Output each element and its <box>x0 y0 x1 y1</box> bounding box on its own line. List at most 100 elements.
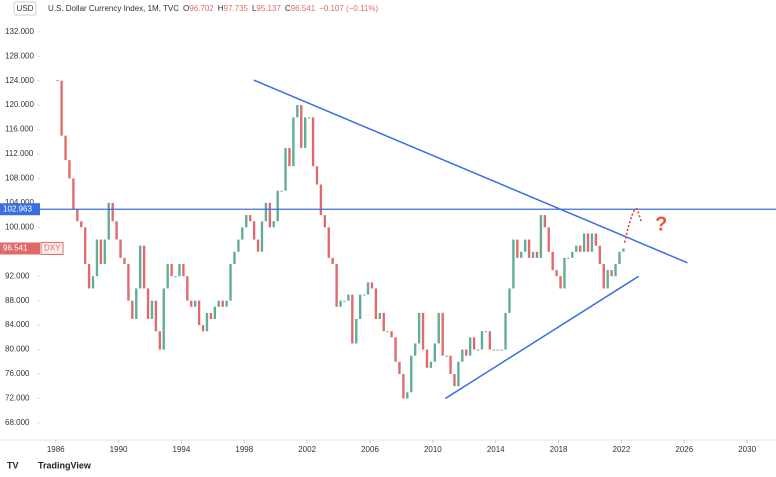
candle <box>135 288 138 319</box>
candle <box>221 300 224 307</box>
candle <box>170 264 173 277</box>
candle <box>60 80 63 136</box>
candle <box>347 294 350 301</box>
candle <box>465 349 468 356</box>
candle <box>476 349 480 351</box>
candle <box>598 245 601 264</box>
candle <box>539 215 543 258</box>
candle <box>500 349 503 351</box>
y-tick-label: 88.000 <box>5 296 30 305</box>
candle <box>398 361 401 374</box>
candle <box>488 331 491 350</box>
candle <box>178 264 181 277</box>
candle <box>237 239 240 252</box>
candle <box>508 288 511 313</box>
candle <box>586 233 590 252</box>
candle <box>366 282 370 295</box>
candle <box>606 270 609 289</box>
candle <box>406 392 409 399</box>
candle <box>131 300 134 319</box>
candle <box>594 233 598 246</box>
x-tick-label: 1986 <box>47 445 65 454</box>
y-tick-label: 84.000 <box>5 320 30 329</box>
candle <box>76 209 79 222</box>
candle <box>260 221 264 252</box>
candle <box>331 257 334 264</box>
header: U.S. Dollar Currency Index, 1M, TVC O96.7… <box>48 4 378 13</box>
candle <box>272 221 275 228</box>
candle <box>166 264 169 289</box>
candle <box>217 300 220 307</box>
x-tick-label: 2022 <box>613 445 631 454</box>
candle <box>362 294 366 296</box>
candle <box>64 135 67 161</box>
candle <box>280 190 283 192</box>
candle <box>276 190 279 222</box>
candle <box>315 166 319 185</box>
candle <box>575 245 578 252</box>
candle <box>174 276 177 278</box>
candle <box>531 251 535 258</box>
candle <box>123 257 126 264</box>
candle <box>445 355 448 357</box>
y-tick-label: 68.000 <box>5 418 30 427</box>
y-tick-label: 128.000 <box>5 51 34 60</box>
candle <box>421 312 425 350</box>
candle <box>205 312 209 332</box>
candle <box>351 294 354 344</box>
candle <box>386 331 389 333</box>
candle <box>304 117 307 148</box>
level-label: 102.963 <box>3 204 32 213</box>
candle <box>469 337 472 356</box>
candle <box>209 312 213 319</box>
candle <box>610 270 613 277</box>
candle <box>194 300 197 307</box>
candle <box>95 239 99 277</box>
candle <box>551 251 554 271</box>
candle <box>284 147 287 191</box>
candle <box>233 251 236 264</box>
candle <box>80 221 83 228</box>
price-tag <box>0 242 40 255</box>
candle <box>339 300 342 307</box>
candle <box>582 233 586 252</box>
candle <box>87 264 91 289</box>
trendline <box>445 275 640 400</box>
candle <box>72 178 75 209</box>
candle <box>103 239 106 264</box>
ohlc-value: 95.137 <box>256 4 281 13</box>
candle <box>504 312 507 350</box>
candle <box>527 239 531 258</box>
candle <box>394 337 397 362</box>
candle <box>68 160 71 179</box>
candle <box>182 264 185 277</box>
projection <box>623 207 642 243</box>
candle <box>614 264 617 277</box>
candle <box>516 239 519 258</box>
candle <box>414 343 417 356</box>
candle <box>579 245 582 252</box>
candle <box>99 239 103 264</box>
annotation: ? <box>655 213 667 235</box>
candle <box>154 300 158 332</box>
candle <box>429 361 433 368</box>
candle <box>158 331 161 350</box>
candle <box>559 276 562 289</box>
y-tick-label: 80.000 <box>5 345 30 354</box>
candle <box>512 239 515 289</box>
candle <box>378 312 381 319</box>
candle <box>602 264 605 289</box>
candle <box>107 202 110 240</box>
y-tick-label: 104.000 <box>5 198 34 207</box>
y-tick-label: 112.000 <box>5 149 34 158</box>
y-tick-label: 100.000 <box>5 222 34 231</box>
candle <box>142 245 146 289</box>
x-tick-label: 2006 <box>361 445 379 454</box>
candle <box>382 312 385 332</box>
header-change: −0.107 (−0.11%) <box>319 4 378 13</box>
header-title: U.S. Dollar Currency Index, 1M, TVC <box>48 4 179 13</box>
candle <box>127 264 130 301</box>
symbol-label: DXY <box>44 244 61 253</box>
candle <box>410 355 413 393</box>
